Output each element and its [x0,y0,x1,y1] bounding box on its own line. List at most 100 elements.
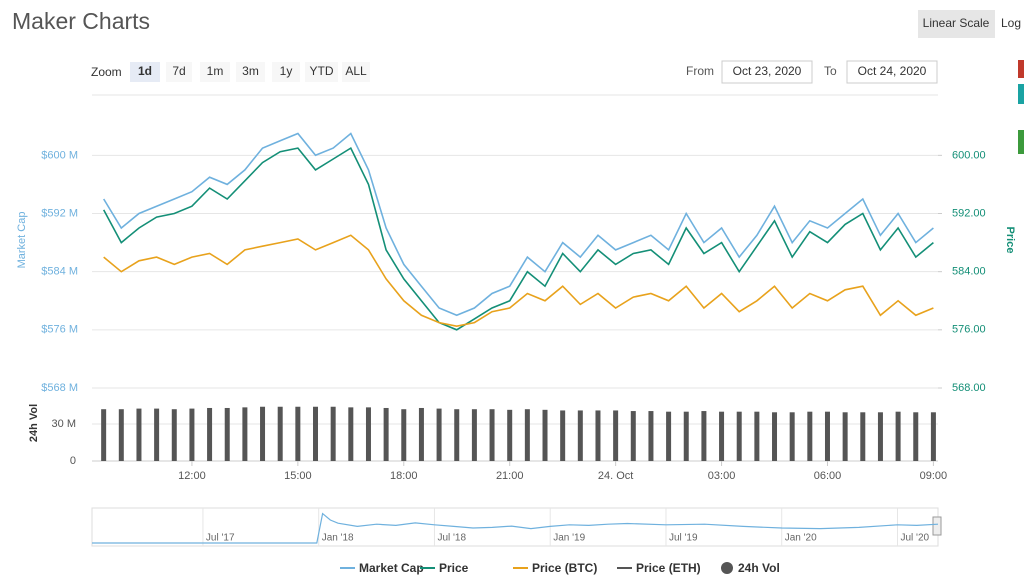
zoom-button[interactable] [342,62,370,82]
zoom-button-label[interactable]: 1y [280,64,293,78]
from-input[interactable] [721,60,813,84]
navigator-tick-label: Jul '18 [437,533,466,544]
page-title: Maker Charts [12,8,150,34]
volume-bar [595,410,601,461]
legend-label[interactable]: 24h Vol [738,561,780,575]
volume-bar [824,411,830,461]
legend-label[interactable]: Price [439,561,469,575]
volume-bar [489,409,495,461]
volume-bar [207,407,213,461]
legend-label[interactable]: Price (ETH) [636,561,701,575]
to-date[interactable]: Oct 24, 2020 [858,64,927,78]
volume-bar [877,412,883,461]
side-decoration [1018,84,1024,104]
volume-bar [560,410,566,461]
zoom-button[interactable] [305,62,338,82]
volume-bar [365,407,371,461]
volume-bar [154,408,160,461]
volume-bar [189,408,195,461]
volume-bar [807,411,813,461]
legend-label[interactable]: Price (BTC) [532,561,597,575]
zoom-button-label[interactable]: 7d [172,64,185,78]
navigator-tick-label: Jan '18 [322,533,354,544]
y2-tick-label: 592.00 [952,207,986,219]
to-label: To [824,64,837,78]
navigator-tick-label: Jul '19 [669,533,698,544]
navigator-tick-label: Jan '20 [785,533,817,544]
volume-bar [542,409,548,461]
volume-bar [613,410,619,461]
zoom-button-label[interactable]: 1m [207,64,224,78]
navigator-tick-label: Jul '17 [206,533,235,544]
volume-bar [736,411,742,461]
volume-bar [666,411,672,461]
volume-bar [507,409,513,461]
legend-label[interactable]: Market Cap [359,561,424,575]
volume-bar [295,406,301,461]
volume-bar [683,411,689,461]
linear-scale-label[interactable]: Linear Scale [923,16,990,30]
volume-bar [930,412,936,461]
zoom-button-label[interactable]: ALL [345,64,367,78]
volume-bar [383,407,389,461]
volume-bar [895,411,901,461]
zoom-button-label[interactable]: 1d [138,64,152,78]
volume-bar [860,412,866,461]
zoom-button[interactable] [130,62,160,82]
y2-tick-label: 584.00 [952,266,986,278]
linear-scale-button[interactable] [918,10,995,38]
volume-bar [436,408,442,461]
side-decoration [1018,130,1024,154]
volume-tick-label: 30 M [52,418,76,430]
volume-bar [789,412,795,461]
y-tick-label: $584 M [41,266,78,278]
volume-bar [401,409,407,461]
navigator-tick-label: Jul '20 [900,533,929,544]
side-decoration [1018,60,1024,78]
zoom-button[interactable] [166,62,192,82]
y-tick-label: $592 M [41,207,78,219]
volume-bar [330,406,336,461]
series-line [103,132,934,317]
volume-bar [772,412,778,461]
volume-bar [101,409,107,461]
navigator-handle[interactable] [932,516,942,536]
zoom-button[interactable] [200,62,230,82]
volume-bar [648,411,654,461]
y-tick-label: $576 M [41,324,78,336]
x-tick-label: 15:00 [284,470,312,482]
volume-bar [524,409,530,461]
x-tick-label: 18:00 [390,470,418,482]
volume-bar [118,409,124,461]
y-axis-title: Market Cap [16,212,28,269]
x-tick-label: 21:00 [496,470,524,482]
x-tick-label: 03:00 [708,470,736,482]
y2-tick-label: 576.00 [952,324,986,336]
volume-bar [224,407,230,461]
volume-bar [242,407,248,461]
volume-bar [719,411,725,461]
x-tick-label: 06:00 [814,470,842,482]
navigator-line [92,512,939,544]
zoom-button[interactable] [236,62,265,82]
from-label: From [686,64,714,78]
volume-bar [418,407,424,461]
x-tick-label: 12:00 [178,470,206,482]
y-tick-label: $568 M [41,382,78,394]
from-date[interactable]: Oct 23, 2020 [733,64,802,78]
volume-bar [471,409,477,461]
zoom-button-label[interactable]: YTD [310,64,334,78]
to-input[interactable] [846,60,938,84]
zoom-button-label[interactable]: 3m [242,64,259,78]
legend-marker[interactable] [721,562,733,574]
series-line [102,146,934,331]
volume-bar [260,406,266,461]
zoom-button[interactable] [272,62,300,82]
volume-bar [171,409,177,461]
volume-bar [277,406,283,461]
volume-bar [577,410,583,461]
x-tick-label: 24. Oct [598,470,633,482]
volume-bar [348,407,354,461]
log-scale-label[interactable]: Log [1001,16,1021,30]
y2-axis-title: Price [1004,227,1016,254]
